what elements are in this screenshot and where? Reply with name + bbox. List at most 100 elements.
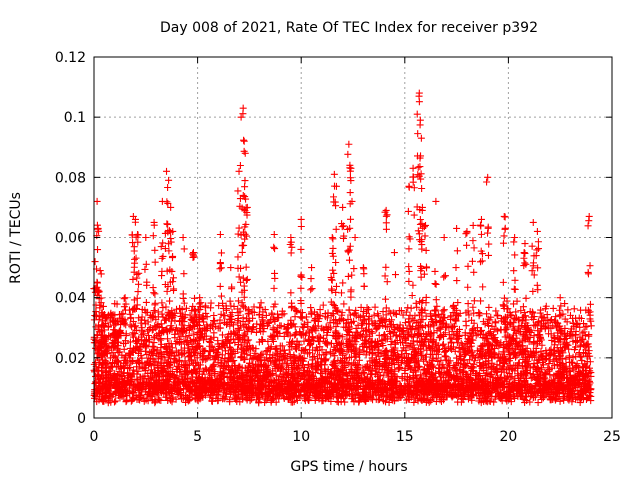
data-point (261, 373, 269, 381)
data-point (292, 306, 300, 314)
data-point (323, 328, 331, 336)
data-point (326, 319, 334, 327)
data-point (109, 363, 117, 371)
data-point (434, 357, 442, 365)
data-point (305, 397, 313, 405)
data-point (131, 330, 139, 338)
data-point (475, 312, 483, 320)
data-point (521, 336, 529, 344)
data-point (164, 335, 172, 343)
data-point (208, 397, 216, 405)
data-point (357, 321, 365, 329)
data-point (110, 398, 118, 406)
data-point (513, 297, 521, 305)
data-point (422, 398, 430, 406)
data-point (533, 320, 541, 328)
data-point (512, 308, 520, 316)
data-point (417, 371, 425, 379)
data-point (454, 391, 462, 399)
data-point (207, 384, 215, 392)
data-point (422, 383, 430, 391)
data-point (537, 347, 545, 355)
data-point (276, 329, 284, 337)
data-point (551, 381, 559, 389)
data-point (365, 366, 373, 374)
data-point (275, 383, 283, 391)
data-point (128, 348, 136, 356)
data-point (433, 376, 441, 384)
data-point (411, 367, 419, 375)
data-point (282, 328, 290, 336)
data-point (573, 337, 581, 345)
data-point (582, 306, 590, 314)
data-point (162, 303, 170, 311)
data-point (428, 356, 436, 364)
data-point (459, 395, 467, 403)
data-point (457, 348, 465, 356)
data-point (133, 363, 141, 371)
data-point (550, 332, 558, 340)
data-point (198, 356, 206, 364)
data-point (538, 317, 546, 325)
data-point (527, 374, 535, 382)
data-point (280, 332, 288, 340)
data-point (262, 348, 270, 356)
data-point (159, 381, 167, 389)
data-point (105, 332, 113, 340)
data-point (577, 352, 585, 360)
data-point (575, 349, 583, 357)
data-point (514, 361, 522, 369)
data-point (373, 372, 381, 380)
data-point (427, 381, 435, 389)
data-point (103, 343, 111, 351)
data-point (494, 374, 502, 382)
data-point (492, 307, 500, 315)
data-point (145, 354, 153, 362)
data-point (235, 388, 243, 396)
data-point (295, 352, 303, 360)
data-point (304, 323, 312, 331)
data-point (154, 308, 162, 316)
data-point (334, 307, 342, 315)
data-point (369, 320, 377, 328)
data-point (140, 394, 148, 402)
data-point (321, 310, 329, 318)
data-point (499, 355, 507, 363)
data-point (576, 399, 584, 407)
data-point (140, 330, 148, 338)
data-point (248, 395, 256, 403)
data-point (569, 314, 577, 322)
data-point (289, 398, 297, 406)
data-point (316, 333, 324, 341)
data-point (257, 299, 265, 307)
data-point (325, 380, 333, 388)
data-point (416, 380, 424, 388)
data-point (162, 316, 170, 324)
data-point (519, 303, 527, 311)
data-point (426, 386, 434, 394)
data-point (388, 394, 396, 402)
data-point (461, 329, 469, 337)
data-point (160, 362, 168, 370)
data-point (155, 396, 163, 404)
data-point (280, 395, 288, 403)
data-point (479, 343, 487, 351)
data-point (221, 363, 229, 371)
data-point (332, 304, 340, 312)
data-point (405, 318, 413, 326)
data-point (413, 357, 421, 365)
data-point (487, 365, 495, 373)
data-point (177, 332, 185, 340)
data-point (292, 345, 300, 353)
data-point (483, 310, 491, 318)
data-point (319, 376, 327, 384)
data-point (470, 309, 478, 317)
data-point (483, 398, 491, 406)
data-point (516, 370, 524, 378)
data-point (579, 336, 587, 344)
data-point (108, 349, 116, 357)
data-point (334, 398, 342, 406)
data-point (450, 374, 458, 382)
data-point (380, 386, 388, 394)
data-point (561, 324, 569, 332)
